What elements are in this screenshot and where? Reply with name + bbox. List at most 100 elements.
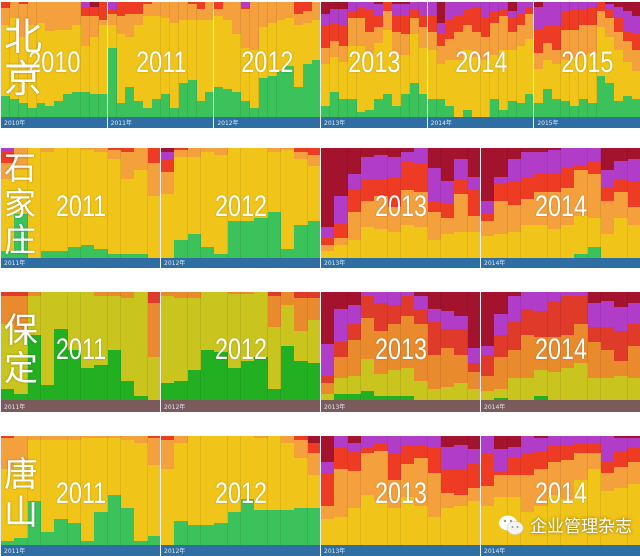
- bar-segment: [614, 2, 624, 7]
- bar-segment: [414, 292, 429, 297]
- bar-segment: [214, 2, 224, 9]
- bar-segment: [574, 165, 589, 170]
- bar-segment: [147, 148, 161, 164]
- bar-segment: [347, 304, 362, 325]
- bar-segment: [560, 59, 571, 101]
- bar-segment: [240, 8, 251, 48]
- bar-segment: [187, 3, 198, 21]
- bar-segment: [63, 29, 73, 94]
- bar-segment: [623, 10, 633, 32]
- bar-segment: [107, 349, 122, 400]
- bar-segment: [441, 310, 455, 329]
- bar-segment: [161, 436, 175, 441]
- bar-segment: [307, 165, 321, 221]
- bar-segment: [534, 6, 544, 30]
- bar-segment: [383, 10, 393, 30]
- bar-segment: [498, 49, 509, 111]
- bar-segment: [232, 33, 242, 92]
- bar-segment: [454, 436, 469, 445]
- bar-segment: [81, 15, 91, 46]
- tick-label: 2012年: [164, 404, 186, 411]
- bar-segment: [414, 295, 429, 310]
- bar-segment: [605, 2, 615, 5]
- watermark-text: 企业管理杂志: [530, 517, 632, 537]
- bar-segment: [1, 292, 15, 297]
- bar-segment: [494, 436, 509, 450]
- year-label: 2014: [534, 333, 588, 367]
- bar-segment: [27, 500, 42, 545]
- bar-segment: [534, 450, 549, 469]
- bar-segment: [387, 395, 402, 400]
- bar-segment: [187, 156, 202, 234]
- bar-segment: [152, 98, 162, 117]
- bar-segment: [489, 98, 500, 117]
- bar-segment: [543, 24, 553, 44]
- bar-segment: [147, 437, 161, 465]
- bar-segment: [174, 149, 189, 157]
- bar-segment: [587, 102, 598, 117]
- bar-segment: [401, 295, 415, 316]
- bar-segment: [374, 3, 384, 16]
- bar-segment: [152, 2, 162, 16]
- bar-segment: [561, 436, 575, 445]
- bar-segment: [347, 375, 362, 394]
- watermark: 企业管理杂志: [498, 512, 632, 537]
- bar-segment: [552, 63, 562, 99]
- bar-segment: [489, 2, 500, 12]
- bar-segment: [67, 522, 82, 545]
- bar-segment: [294, 148, 309, 153]
- bar-segment: [467, 215, 481, 232]
- bar-segment: [36, 2, 46, 23]
- bar-segment: [507, 321, 522, 351]
- bar-segment: [552, 98, 562, 117]
- bar-segment: [627, 224, 640, 258]
- bar-segment: [587, 468, 602, 545]
- bar-segment: [294, 292, 309, 299]
- bar-segment: [507, 180, 522, 206]
- bar-segment: [147, 302, 161, 357]
- bar-segment: [427, 308, 442, 323]
- bar-segment: [81, 91, 91, 117]
- bar-segment: [27, 292, 42, 297]
- bar-segment: [454, 15, 464, 32]
- bar-segment: [587, 452, 602, 469]
- bar-segment: [329, 22, 340, 42]
- bar-segment: [427, 321, 442, 355]
- tick-label: 2014年: [484, 260, 506, 267]
- bar-segment: [45, 2, 55, 31]
- bar-segment: [187, 436, 202, 526]
- bar-segment: [560, 100, 571, 117]
- bar-segment: [392, 2, 402, 5]
- year-label: 2011: [55, 477, 107, 511]
- bar-segment: [347, 436, 362, 443]
- bar-segment: [601, 377, 615, 400]
- bar-segment: [494, 388, 509, 398]
- bar-segment: [214, 8, 224, 16]
- tick-label: 2011年: [4, 548, 26, 555]
- bar-segment: [534, 369, 549, 396]
- bar-segment: [454, 315, 469, 329]
- bar-segment: [361, 446, 375, 454]
- axis-strip: [161, 258, 321, 268]
- bar-segment: [587, 160, 602, 175]
- bar-segment: [107, 24, 118, 48]
- bar-segment: [605, 8, 615, 19]
- bar-segment: [307, 442, 321, 454]
- bar-segment: [334, 436, 349, 447]
- bar-segment: [152, 15, 162, 99]
- bar-segment: [307, 220, 321, 258]
- bar-segment: [374, 373, 389, 396]
- bar-segment: [27, 24, 38, 108]
- bar-segment: [507, 100, 518, 117]
- bar-segment: [125, 36, 135, 88]
- bar-segment: [347, 470, 362, 508]
- bar-segment: [507, 295, 522, 323]
- bar-segment: [401, 54, 411, 94]
- bar-segment: [534, 52, 544, 69]
- bar-segment: [147, 292, 161, 303]
- bar-segment: [116, 15, 126, 35]
- bar-segment: [294, 151, 309, 159]
- bar-segment: [578, 24, 589, 55]
- bar-segment: [107, 437, 122, 495]
- bar-segment: [467, 292, 481, 349]
